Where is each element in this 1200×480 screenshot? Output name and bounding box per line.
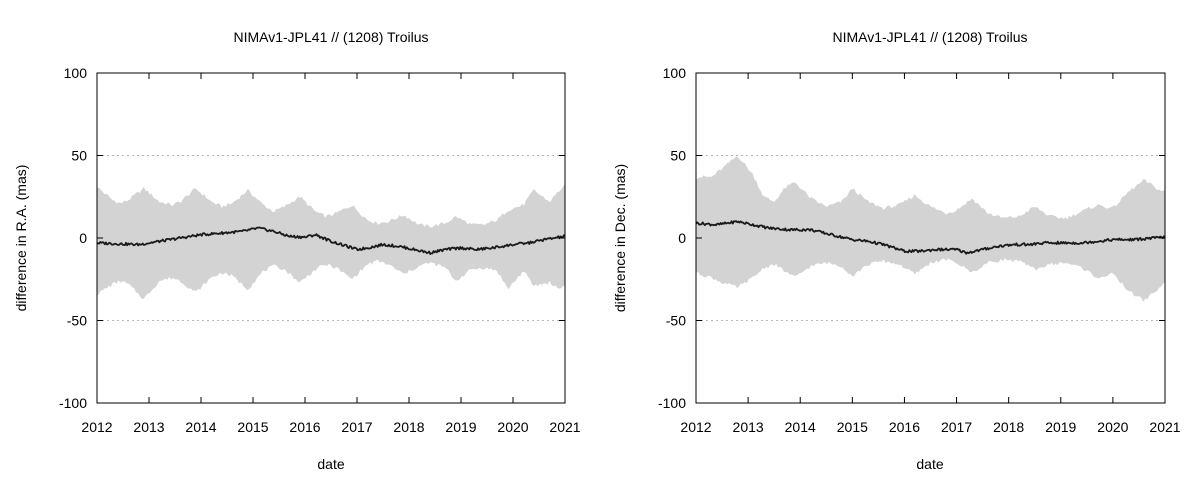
y-axis-label: difference in R.A. (mas) — [13, 165, 29, 312]
x-tick-label: 2017 — [941, 419, 972, 435]
x-tick-label: 2015 — [837, 419, 868, 435]
y-axis-label: difference in Dec. (mas) — [612, 164, 628, 312]
x-tick-label: 2021 — [1149, 419, 1180, 435]
x-tick-label: 2012 — [81, 419, 112, 435]
x-tick-label: 2020 — [1097, 419, 1128, 435]
x-tick-label: 2018 — [393, 419, 424, 435]
x-ticks: 2012 2013 2014 2015 2016 2017 2018 2019 2020 2021 — [680, 73, 1181, 435]
y-tick-label: -50 — [67, 313, 87, 329]
uncertainty-band — [696, 156, 1165, 302]
difference-line-group — [96, 226, 566, 255]
x-tick-label: 2015 — [237, 419, 268, 435]
chart-dec: NIMAv1-JPL41 // (1208) Troilus 100 50 0 -50… — [612, 29, 1181, 472]
x-tick-label: 2016 — [289, 419, 320, 435]
y-tick-label: -100 — [59, 395, 87, 411]
x-axis-label: date — [317, 456, 344, 472]
x-tick-label: 2016 — [889, 419, 920, 435]
difference-line — [695, 220, 1166, 255]
y-ticks: 100 50 0 -50 -100 — [658, 65, 1165, 411]
y-tick-label: 0 — [79, 230, 87, 246]
y-tick-label: 50 — [670, 148, 686, 164]
x-tick-label: 2018 — [993, 419, 1024, 435]
x-axis-label: date — [916, 456, 943, 472]
y-tick-label: 50 — [71, 148, 87, 164]
x-tick-label: 2019 — [1045, 419, 1076, 435]
difference-line — [96, 226, 566, 255]
chart-title: NIMAv1-JPL41 // (1208) Troilus — [832, 29, 1027, 45]
difference-line-group — [695, 220, 1166, 255]
uncertainty-band-group — [696, 156, 1165, 302]
y-tick-label: -50 — [666, 313, 686, 329]
chart-title: NIMAv1-JPL41 // (1208) Troilus — [233, 29, 428, 45]
y-ticks: 100 50 0 -50 -100 — [59, 65, 565, 411]
y-tick-label: 100 — [663, 65, 687, 81]
x-tick-label: 2012 — [680, 419, 711, 435]
x-ticks: 2012 2013 2014 2015 2016 2017 2018 2019 2020 2021 — [81, 73, 581, 435]
y-tick-label: 100 — [64, 65, 88, 81]
x-tick-label: 2020 — [497, 419, 528, 435]
x-tick-label: 2021 — [549, 419, 580, 435]
x-tick-label: 2014 — [785, 419, 816, 435]
y-tick-label: 0 — [678, 230, 686, 246]
x-tick-label: 2017 — [341, 419, 372, 435]
x-tick-label: 2014 — [185, 419, 216, 435]
x-tick-label: 2019 — [445, 419, 476, 435]
y-tick-label: -100 — [658, 395, 686, 411]
x-tick-label: 2013 — [133, 419, 164, 435]
chart-ra: NIMAv1-JPL41 // (1208) Troilus 100 50 0 -50… — [13, 29, 581, 472]
x-tick-label: 2013 — [733, 419, 764, 435]
